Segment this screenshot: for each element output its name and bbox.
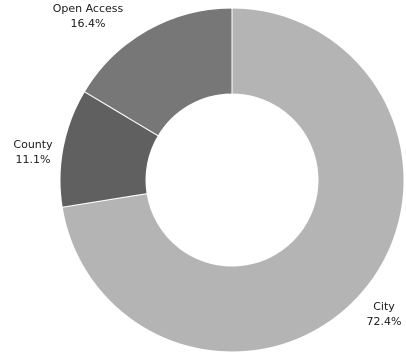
slice-city: [61, 7, 405, 353]
slice-open-access: [83, 7, 233, 137]
slice-name-label: Open Access: [53, 2, 124, 15]
slice-name-label: County: [13, 138, 53, 151]
donut-slices: [59, 7, 405, 353]
slice-percent-label: 11.1%: [16, 153, 51, 166]
slice-labels: City 72.4% County 11.1% Open Access 16.4%: [13, 2, 401, 328]
slice-percent-label: 72.4%: [367, 315, 402, 328]
slice-percent-label: 16.4%: [71, 17, 106, 30]
slice-name-label: City: [373, 300, 395, 313]
